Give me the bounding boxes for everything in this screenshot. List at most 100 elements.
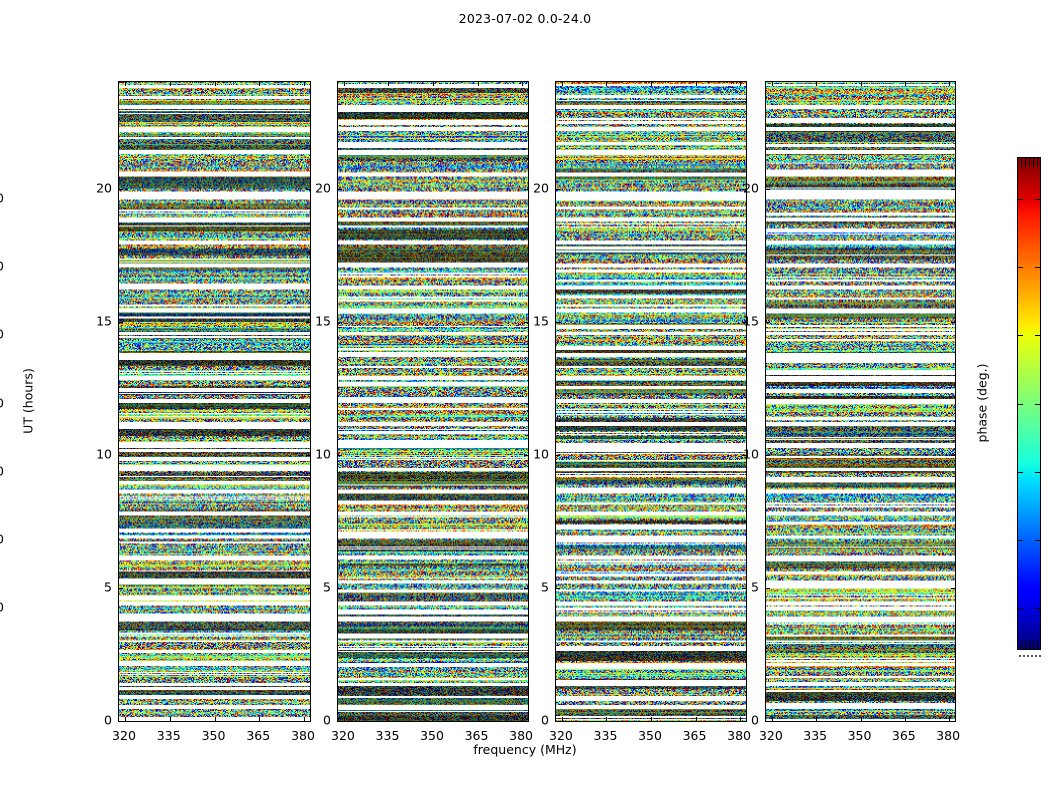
y-tick [119, 188, 123, 190]
y-tick [338, 587, 342, 589]
x-tick-label: 335 [803, 728, 828, 743]
x-tick [651, 717, 652, 721]
x-tick [561, 717, 563, 721]
x-tick [695, 717, 697, 721]
y-tick-right [524, 454, 528, 456]
colorbar-tick-label: 100 [0, 258, 4, 274]
heatmap-image-xx [119, 82, 310, 721]
x-tick-top [477, 82, 479, 86]
colorbar-gradient [1018, 158, 1040, 649]
heatmap-panel-xx[interactable]: XX, V9*V13=EA02*EA15 [118, 81, 311, 722]
x-tick-top [124, 82, 126, 86]
x-tick-top [949, 82, 951, 86]
x-tick-top [214, 82, 216, 86]
x-tick-top [904, 82, 906, 86]
y-tick-label: 5 [323, 579, 331, 595]
x-tick-top [695, 82, 697, 86]
x-tick-label: 335 [375, 728, 400, 743]
y-tick-label: 0 [751, 712, 759, 728]
colorbar-tick-label: 50 [0, 326, 4, 342]
y-tick-right [951, 587, 955, 589]
colorbar-tick-right [1035, 608, 1040, 610]
x-tick-label: 320 [758, 728, 783, 743]
y-tick-label: 10 [533, 446, 549, 462]
y-tick-label: 20 [315, 180, 331, 195]
x-tick [124, 717, 126, 721]
x-tick-label: 380 [509, 728, 533, 743]
x-tick [771, 717, 773, 721]
y-tick [556, 454, 560, 456]
x-tick [904, 717, 906, 721]
colorbar[interactable] [1017, 157, 1041, 650]
y-tick-right [951, 188, 955, 190]
colorbar-tick-label: -100 [0, 531, 4, 547]
y-tick [556, 587, 560, 589]
colorbar-tick-label: 150 [0, 190, 4, 206]
y-tick [556, 188, 560, 190]
colorbar-tick [1018, 539, 1023, 541]
y-tick [766, 188, 770, 190]
x-tick [522, 717, 524, 721]
colorbar-tick [1018, 471, 1023, 473]
x-tick-label: 380 [727, 728, 751, 743]
colorbar-tick-label: -50 [0, 463, 4, 479]
heatmap-panel-yx[interactable]: YX, V9*V13=EA02*EA15 [765, 81, 956, 722]
y-tick-right [742, 454, 746, 456]
x-tick [388, 717, 390, 721]
y-tick-right [306, 321, 310, 323]
colorbar-tick-right [1035, 403, 1040, 405]
y-tick [119, 721, 123, 722]
y-tick-right [524, 321, 528, 323]
x-tick [343, 717, 345, 721]
x-tick-label: 350 [420, 728, 444, 743]
x-tick-top [388, 82, 390, 86]
y-tick [338, 721, 342, 722]
heatmap-panel-yy[interactable]: YY, V9*V13=EA02*EA15 [337, 81, 529, 722]
y-tick-right [951, 321, 955, 323]
x-tick-label: 335 [156, 728, 181, 743]
y-tick-label: 10 [743, 446, 759, 462]
colorbar-tick-right [1035, 335, 1040, 337]
y-tick-label: 0 [323, 712, 331, 728]
colorbar-tick-right [1035, 471, 1040, 473]
x-tick-label: 320 [112, 728, 136, 743]
heatmap-image-yy [338, 82, 528, 721]
colorbar-tick-right [1035, 198, 1040, 200]
y-tick [338, 454, 342, 456]
y-tick-right [951, 454, 955, 456]
colorbar-underflow-marks [1017, 654, 1041, 658]
x-tick-top [651, 82, 652, 86]
x-tick-label: 380 [936, 728, 961, 743]
y-tick-right [524, 587, 528, 589]
colorbar-tick [1018, 267, 1023, 269]
y-tick-right [524, 188, 528, 190]
x-tick [477, 717, 479, 721]
x-tick-label: 365 [682, 728, 707, 743]
x-tick [860, 717, 862, 721]
colorbar-tick-label: -150 [0, 599, 4, 615]
x-tick [433, 717, 434, 721]
heatmap-panel-xy[interactable]: XY, V9*V13=EA02*EA15 [555, 81, 747, 722]
y-tick [119, 587, 123, 589]
colorbar-tick-right [1035, 267, 1040, 269]
x-tick-top [771, 82, 773, 86]
colorbar-tick [1018, 403, 1023, 405]
y-tick [556, 321, 560, 323]
y-tick-label: 5 [751, 579, 759, 595]
y-tick-label: 0 [541, 712, 549, 728]
x-tick [169, 717, 171, 721]
y-tick-label: 15 [96, 313, 112, 329]
y-tick [766, 721, 770, 722]
x-tick-label: 380 [291, 728, 315, 743]
x-axis-label: frequency (MHz) [473, 742, 577, 757]
x-tick-label: 365 [891, 728, 916, 743]
y-tick-label: 15 [743, 313, 759, 329]
heatmap-image-xy [556, 82, 746, 721]
x-tick-label: 335 [593, 728, 618, 743]
x-tick-top [169, 82, 171, 86]
y-tick-right [306, 587, 310, 589]
x-tick-top [816, 82, 818, 86]
colorbar-tick-label: 0 [0, 395, 4, 410]
x-tick [606, 717, 608, 721]
x-tick [740, 717, 742, 721]
